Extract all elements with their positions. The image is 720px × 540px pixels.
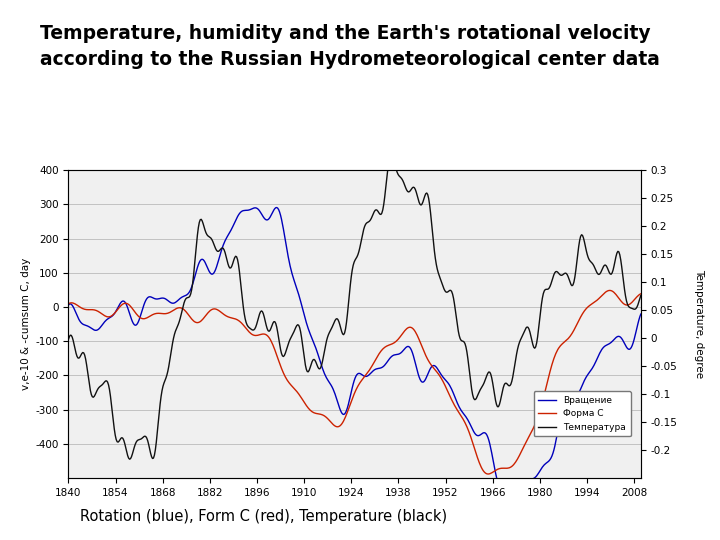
Line: Вращение: Вращение (68, 207, 641, 489)
Вращение (496, 485, 505, 491)
Форма С (166, 309, 174, 316)
Форма С (636, 291, 645, 297)
Text: Temperature, humidity and the Earth's rotational velocity
according to the Russi: Temperature, humidity and the Earth's ro… (40, 24, 660, 69)
Форма С (484, 471, 492, 477)
Температура (166, 352, 175, 358)
Температура (64, 336, 73, 343)
Вращение (64, 302, 73, 308)
Форма С (64, 301, 73, 307)
Температура (497, 393, 505, 400)
Legend: Вращение, Форма С, Температура: Вращение, Форма С, Температура (534, 392, 631, 436)
Температура (324, 332, 333, 338)
Температура (636, 292, 645, 299)
Вращение (272, 204, 281, 211)
Форма С (211, 306, 220, 312)
Y-axis label: v,e-10 & -cumsum C, day: v,e-10 & -cumsum C, day (21, 258, 31, 390)
Вращение (636, 311, 645, 318)
Форма С (402, 326, 410, 333)
Вращение (211, 266, 220, 273)
Вращение (324, 377, 333, 384)
Text: Rotation (blue), Form C (red), Temperature (black): Rotation (blue), Form C (red), Temperatu… (80, 509, 447, 524)
Форма С (496, 465, 505, 471)
Вращение (166, 299, 174, 305)
Температура (212, 247, 221, 254)
Форма С (605, 287, 613, 294)
Вращение (447, 386, 456, 393)
Вращение (402, 343, 411, 350)
Температура (125, 456, 134, 462)
Температура (403, 188, 412, 195)
Вращение (498, 486, 507, 492)
Line: Температура: Температура (68, 153, 641, 459)
Форма С (323, 415, 332, 422)
Y-axis label: Temperature, degree: Temperature, degree (694, 269, 704, 379)
Температура (387, 150, 396, 157)
Line: Форма С: Форма С (68, 291, 641, 474)
Температура (449, 291, 457, 297)
Форма С (446, 394, 455, 401)
